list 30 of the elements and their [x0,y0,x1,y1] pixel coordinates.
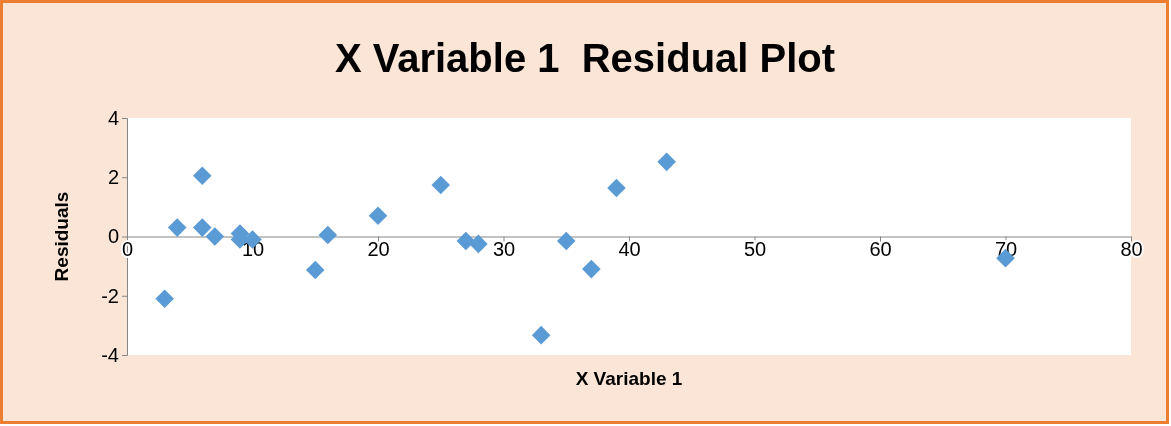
y-axis-title: Residuals [51,191,72,282]
point [469,234,488,254]
point [431,175,451,195]
x-tick-label: 50 [743,237,767,260]
x-tick-label: 0 [121,237,134,260]
y-tick-label: -2 [101,284,119,307]
point [318,225,338,245]
point [155,289,174,308]
x-tick-label: 30 [492,237,516,260]
x-tick-label: 60 [869,237,892,260]
chart-title: X Variable 1 Residual Plot [334,36,836,80]
point [205,227,225,246]
point [556,231,576,251]
point [531,325,551,345]
point [193,166,212,186]
x-tick-label: 40 [618,237,641,260]
x-tick-label: 20 [367,237,390,260]
point [193,218,212,237]
x-axis-title: X Variable 1 [575,368,683,389]
x-tick-label: 80 [1120,237,1143,260]
point [582,259,601,279]
point [368,206,388,226]
point [456,231,476,251]
y-tick-label: 2 [107,166,119,189]
point [657,152,676,172]
y-tick-label: 4 [107,106,119,129]
point [305,260,325,280]
point [167,218,187,237]
point [607,178,626,198]
y-tick-label: -4 [101,343,119,366]
